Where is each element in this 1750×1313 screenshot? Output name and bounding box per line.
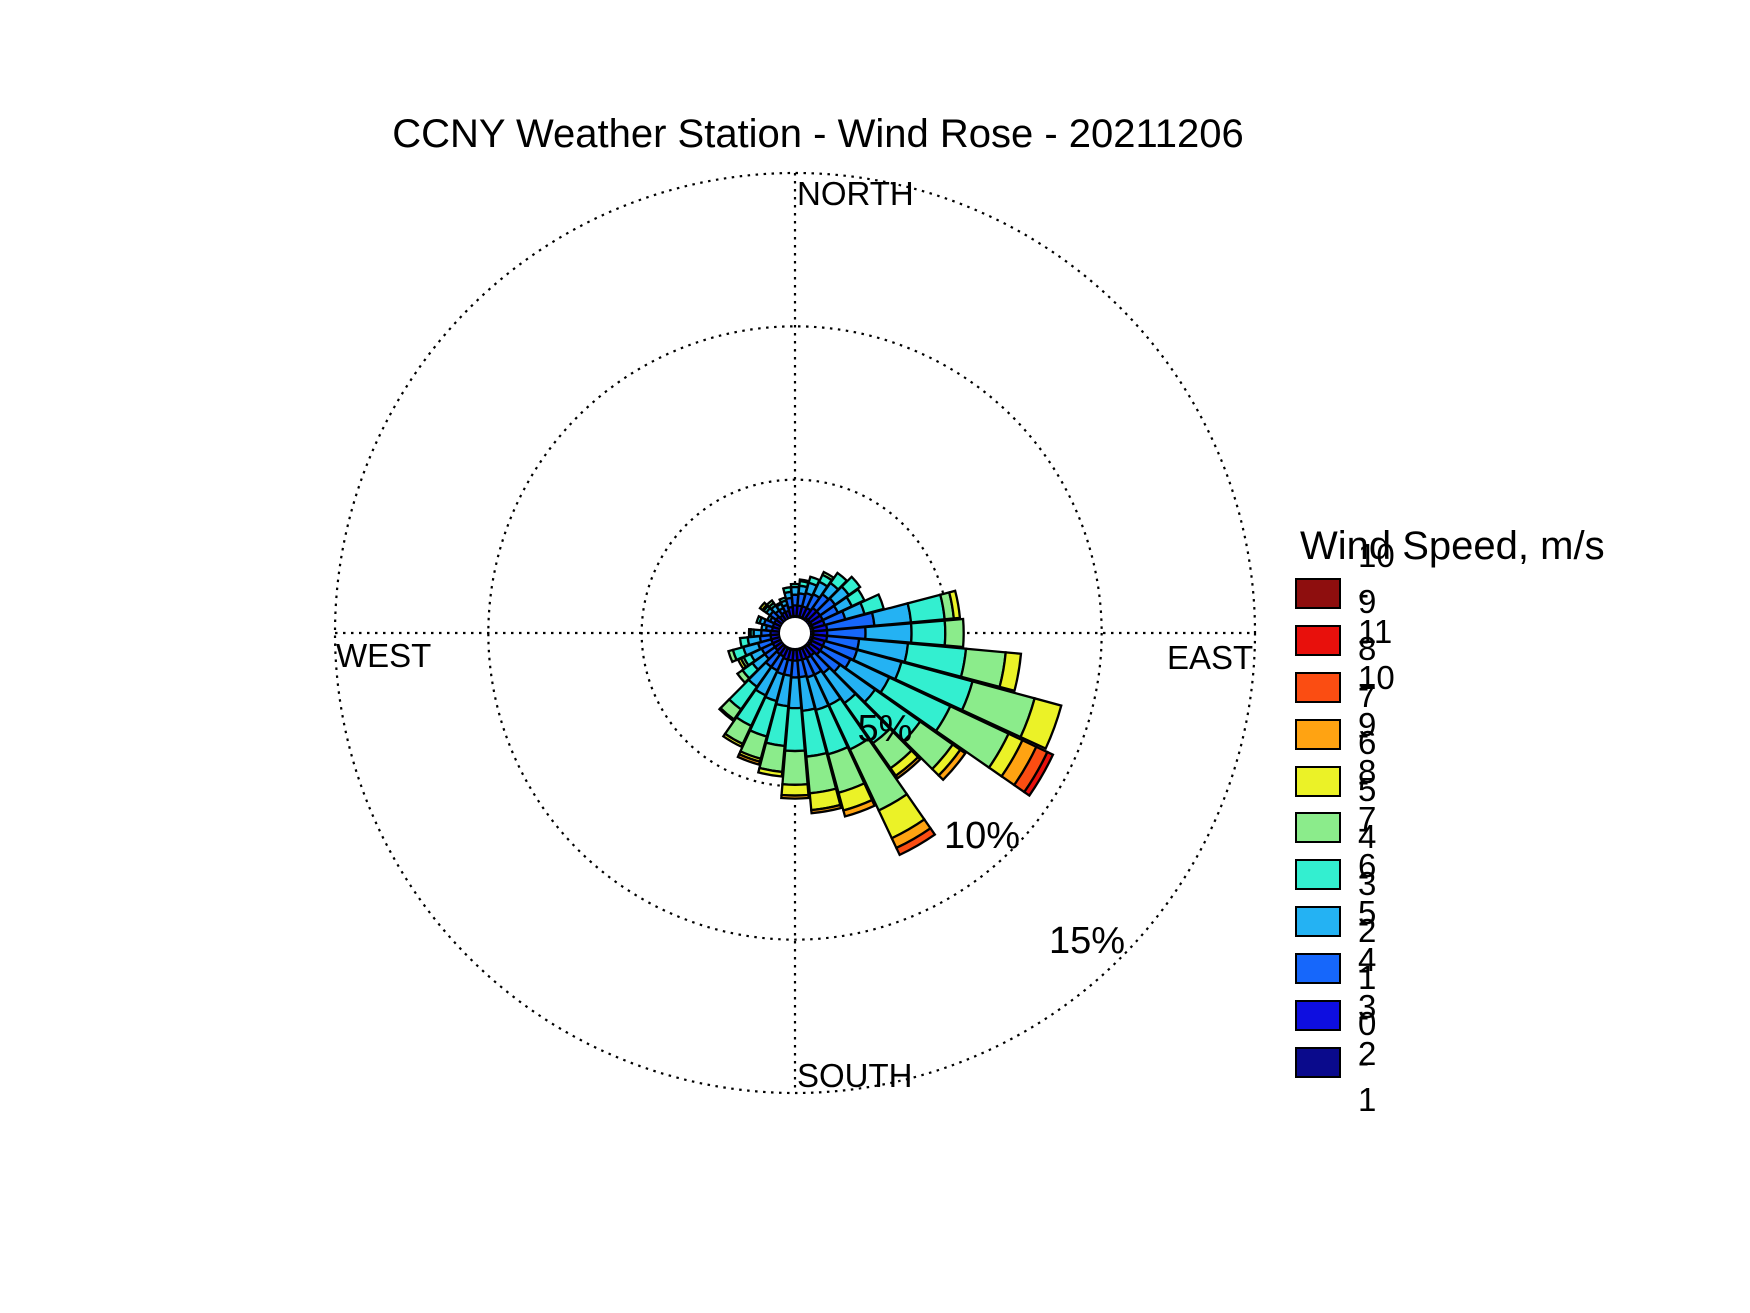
legend-item: 3 - 4 — [1295, 865, 1395, 978]
compass-label-north: NORTH — [797, 175, 914, 212]
legend-label: 9 - 10 — [1358, 583, 1395, 697]
legend-swatch — [1295, 859, 1341, 891]
legend-item: 2 - 3 — [1295, 912, 1395, 1025]
legend-label: 3 - 4 — [1358, 864, 1377, 978]
legend-item: 5 - 6 — [1295, 771, 1395, 884]
ring-label-15pct: 15% — [1048, 920, 1126, 962]
legend-item: 9 - 10 — [1295, 583, 1395, 696]
legend-item: 6 - 7 — [1295, 724, 1395, 837]
legend-item: 10 - 11 — [1295, 537, 1395, 650]
legend-label: 10 - 11 — [1358, 536, 1395, 650]
legend-swatch — [1295, 624, 1341, 656]
compass-label-west: WEST — [336, 637, 432, 674]
legend-item: 8 - 9 — [1295, 630, 1395, 743]
legend-swatch — [1295, 953, 1341, 985]
compass-label-south: SOUTH — [797, 1057, 913, 1094]
legend-item: 7 - 8 — [1295, 677, 1395, 790]
legend-swatch — [1295, 671, 1341, 703]
ring-label-10pct: 10% — [943, 815, 1021, 857]
ring-label-5pct: 5% — [857, 708, 913, 750]
legend-item: 4 - 5 — [1295, 818, 1395, 931]
legend-label: 6 - 7 — [1358, 724, 1377, 838]
legend-item: 0 - 1 — [1295, 1005, 1395, 1118]
compass-label-east: EAST — [1167, 639, 1254, 676]
legend-swatch — [1295, 812, 1341, 844]
legend-title: Wind Speed, m/s — [1300, 524, 1605, 568]
legend-swatch — [1295, 718, 1341, 750]
chart-title: CCNY Weather Station - Wind Rose - 20211… — [392, 112, 1244, 156]
legend-label: 5 - 6 — [1358, 770, 1377, 884]
legend-swatch — [1295, 578, 1341, 609]
legend-swatch — [1295, 906, 1341, 938]
legend-label: 2 - 3 — [1358, 911, 1377, 1025]
legend-label: 7 - 8 — [1358, 677, 1377, 791]
legend-label: 4 - 5 — [1358, 817, 1377, 931]
legend-item: 1 - 2 — [1295, 959, 1395, 1072]
legend-swatch — [1295, 1046, 1341, 1078]
legend-label: 1 - 2 — [1358, 958, 1377, 1072]
legend-swatch — [1295, 765, 1341, 797]
legend-label: 8 - 9 — [1358, 630, 1377, 744]
legend-label: 0 - 1 — [1358, 1005, 1377, 1119]
legend-swatch — [1295, 1000, 1341, 1032]
